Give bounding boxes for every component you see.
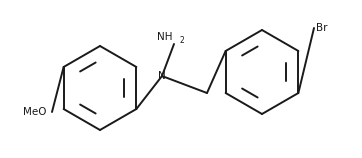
Text: Br: Br [316,23,328,33]
Text: MeO: MeO [24,107,47,117]
Text: 2: 2 [179,36,184,45]
Text: N: N [158,71,166,81]
Text: NH: NH [156,32,172,42]
